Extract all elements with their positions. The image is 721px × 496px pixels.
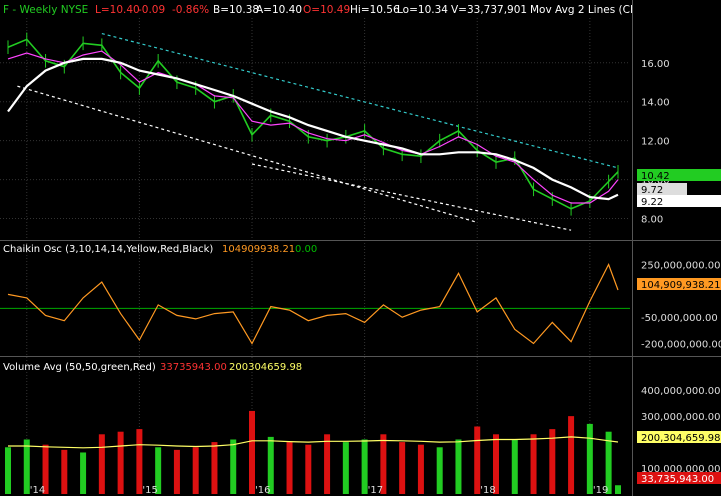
volume-avg-value: 200304659.98 (229, 362, 302, 373)
price-series (7, 32, 619, 216)
header-symbol: F - Weekly NYSE (3, 4, 88, 16)
volume-bar (98, 434, 105, 494)
volume-avg-last-label: 200,304,659.98 (641, 433, 721, 444)
trendline-lower (17, 85, 478, 224)
x-tick-label: '18 (480, 485, 495, 496)
price-tick-label: 16.00 (641, 59, 670, 70)
header-open: O=10.49 (303, 4, 350, 16)
chaikin-last-label: 104,909,938.21 (641, 280, 721, 291)
chaikin-header: Chaikin Osc (3,10,14,14,Yellow,Red,Black… (3, 244, 317, 255)
header-high: Hi=10.56 (350, 4, 400, 16)
volume-bar (455, 439, 462, 494)
volume-title: Volume Avg (50,50,green,Red) (3, 362, 156, 373)
volume-bar (230, 439, 237, 494)
header-volume: V=33,737,901 (451, 4, 527, 16)
volume-bar (286, 442, 293, 494)
chaikin-value: 104909938.21 (222, 244, 295, 255)
last-price-box (637, 169, 721, 181)
volume-bar (605, 431, 612, 494)
x-tick-label: '16 (255, 485, 270, 496)
chaikin-title: Chaikin Osc (3,10,14,14,Yellow,Red,Black… (3, 244, 213, 255)
price-tick-label: 14.00 (641, 98, 670, 109)
volume-bar (380, 434, 387, 494)
header-change: -0.09 (138, 4, 165, 16)
volume-bar (42, 444, 49, 494)
ma-slow-label: 9.22 (641, 197, 663, 208)
volume-avg-line (8, 436, 619, 449)
ma-slow-line (7, 57, 619, 201)
chaikin-last-box (637, 278, 721, 290)
x-tick-label: '19 (593, 485, 608, 496)
chaikin-tick-label: -200,000,000.00 (641, 339, 721, 350)
axis-labels: '14 '15 '16 '17 '18 '19 16.00 14.00 12.00 10.00 8.… (30, 59, 721, 496)
volume-bar (155, 447, 162, 494)
ma-slow-box (637, 195, 721, 207)
volume-bar (417, 444, 424, 494)
header-quote: F - Weekly NYSE L=10.40 -0.09 -0.86% B=1… (3, 4, 633, 16)
volume-header: Volume Avg (50,50,green,Red) 33735943.00… (3, 362, 302, 373)
last-price-label: 10.42 (641, 171, 670, 182)
header-study: Mov Avg 2 Lines (Cl (530, 4, 633, 16)
price-tick-label: 12.00 (641, 137, 670, 148)
ma-fast-label: 9.72 (641, 185, 663, 196)
volume-bar (493, 434, 499, 494)
volume-last-label: 33,735,943.00 (641, 474, 714, 485)
chaikin-tick-label: -50,000,000.00 (641, 313, 718, 324)
header-low: Lo=10.34 (397, 4, 448, 16)
trendlines (17, 32, 619, 231)
volume-bar (399, 442, 406, 494)
volume-bar (361, 439, 368, 494)
volume-last-box (637, 472, 721, 484)
volume-value: 33735943.00 (160, 362, 227, 373)
trendline-lower-2 (251, 163, 572, 231)
volume-bar (511, 439, 518, 494)
price-tick-label: 10.00 (641, 176, 670, 187)
header-bid: B=10.38 (213, 4, 259, 16)
volume-bar (267, 436, 274, 494)
volume-bar (324, 434, 331, 494)
volume-tick-label: 100,000,000.00 (641, 464, 721, 475)
header-change-pct: -0.86% (172, 4, 209, 16)
x-tick-label: '15 (142, 485, 157, 496)
volume-bar (568, 416, 575, 494)
volume-series (5, 410, 621, 494)
volume-tick-label: 400,000,000.00 (641, 386, 721, 397)
grid-layer (0, 18, 630, 482)
volume-bar (615, 485, 621, 494)
volume-bar (549, 429, 556, 494)
volume-bar (530, 434, 537, 494)
volume-bar (23, 439, 30, 494)
volume-bar (249, 410, 255, 494)
volume-bar (305, 444, 312, 494)
volume-bar (436, 447, 443, 494)
header-ask: A=10.40 (256, 4, 302, 16)
volume-bar (5, 447, 11, 494)
volume-bar (173, 449, 180, 494)
volume-bar (61, 449, 68, 494)
volume-bar (474, 426, 481, 494)
header-last: L=10.40 (95, 4, 140, 16)
x-tick-label: '14 (30, 485, 45, 496)
price-tick-label: 8.00 (641, 215, 663, 226)
chaikin-tick-label: 250,000,000.00 (641, 261, 721, 272)
price-close-line (7, 38, 619, 210)
chaikin-zero-value: 0.00 (295, 244, 317, 255)
ma-fast-box (637, 183, 687, 195)
chaikin-line (7, 263, 619, 345)
volume-tick-label: 300,000,000.00 (641, 412, 721, 423)
trendline-upper (101, 32, 619, 169)
volume-bar (117, 431, 124, 494)
ma-fast-line (7, 50, 619, 204)
x-tick-label: '17 (368, 485, 383, 496)
volume-bar (586, 423, 593, 494)
volume-bar (342, 442, 349, 494)
volume-avg-box (637, 431, 721, 443)
volume-bar (211, 442, 218, 494)
volume-bar (192, 447, 199, 494)
volume-bar (136, 429, 143, 494)
volume-bar (80, 452, 87, 494)
chaikin-series (0, 263, 630, 345)
